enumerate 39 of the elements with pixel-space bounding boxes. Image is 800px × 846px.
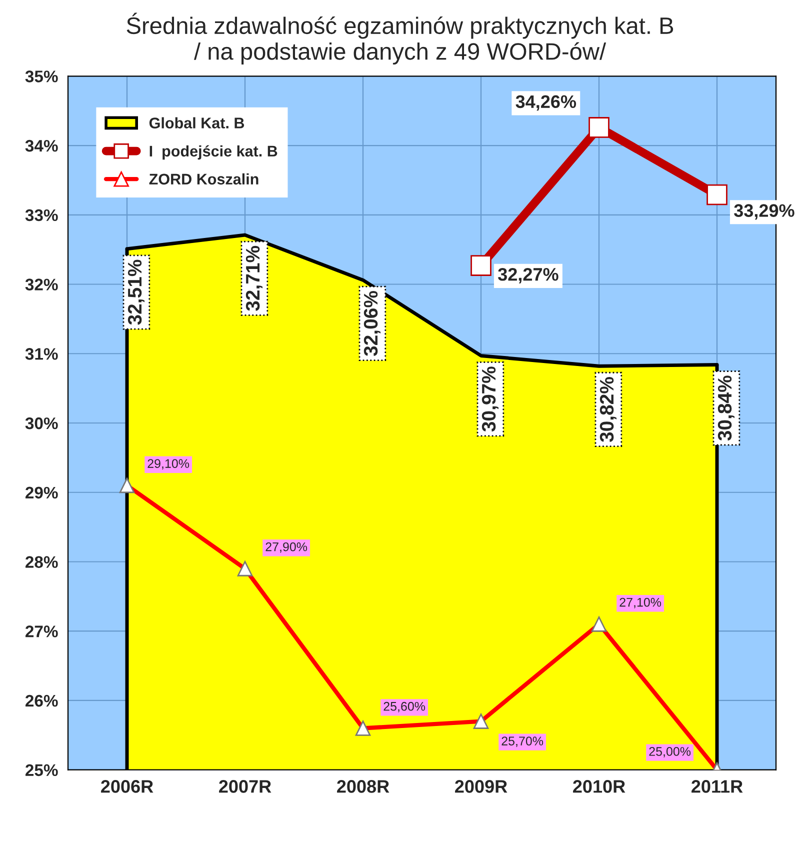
chart-title: Średnia zdawalność egzaminów praktycznych kat. B / na podstawie danych z 49 WORD-ów/ bbox=[126, 12, 674, 65]
x-tick-label: 2009R bbox=[455, 780, 508, 793]
data-label: 32,51% bbox=[128, 260, 144, 325]
y-tick-label: 25% bbox=[26, 764, 58, 776]
data-label: 33,29% bbox=[734, 204, 794, 220]
x-tick-label: 2010R bbox=[573, 780, 626, 793]
y-tick-label: 27% bbox=[26, 626, 58, 638]
y-tick-label: 32% bbox=[25, 278, 58, 290]
y-tick-label: 31% bbox=[25, 348, 58, 360]
x-tick-label: 2006R bbox=[101, 780, 154, 793]
data-label: 27,10% bbox=[620, 598, 662, 608]
x-tick-label: 2011R bbox=[692, 780, 743, 793]
x-tick-label: 2008R bbox=[337, 780, 390, 793]
data-label: 30,84% bbox=[718, 376, 734, 441]
data-label: 25,70% bbox=[502, 736, 544, 747]
y-tick-label: 30% bbox=[25, 417, 58, 430]
legend-label: Global Kat. B bbox=[149, 117, 244, 128]
data-label: 25,60% bbox=[384, 702, 426, 712]
y-tick-label: 28% bbox=[26, 556, 58, 568]
point bbox=[470, 255, 492, 276]
data-label: 27,90% bbox=[266, 542, 308, 553]
data-label: 30,97% bbox=[482, 366, 498, 432]
data-label: 32,71% bbox=[246, 246, 262, 311]
data-label: 34,26% bbox=[516, 95, 576, 111]
data-label: 30,82% bbox=[600, 377, 616, 442]
y-tick-label: 35% bbox=[25, 70, 58, 82]
x-tick-label: 2007R bbox=[219, 780, 272, 793]
data-label: 32,27% bbox=[498, 268, 558, 284]
point bbox=[706, 184, 728, 206]
y-tick-label: 26% bbox=[26, 694, 58, 707]
y-tick-label: 29% bbox=[26, 486, 58, 499]
legend-label: ZORD Koszalin bbox=[149, 173, 258, 185]
y-tick-label: 34% bbox=[25, 140, 58, 152]
legend-label: I podejście kat. B bbox=[150, 145, 278, 160]
data-label: 29,10% bbox=[148, 459, 190, 470]
data-label: 25,00% bbox=[649, 747, 691, 758]
data-label: 32,06% bbox=[364, 291, 380, 356]
y-tick-label: 33% bbox=[25, 209, 58, 222]
point bbox=[588, 117, 610, 138]
